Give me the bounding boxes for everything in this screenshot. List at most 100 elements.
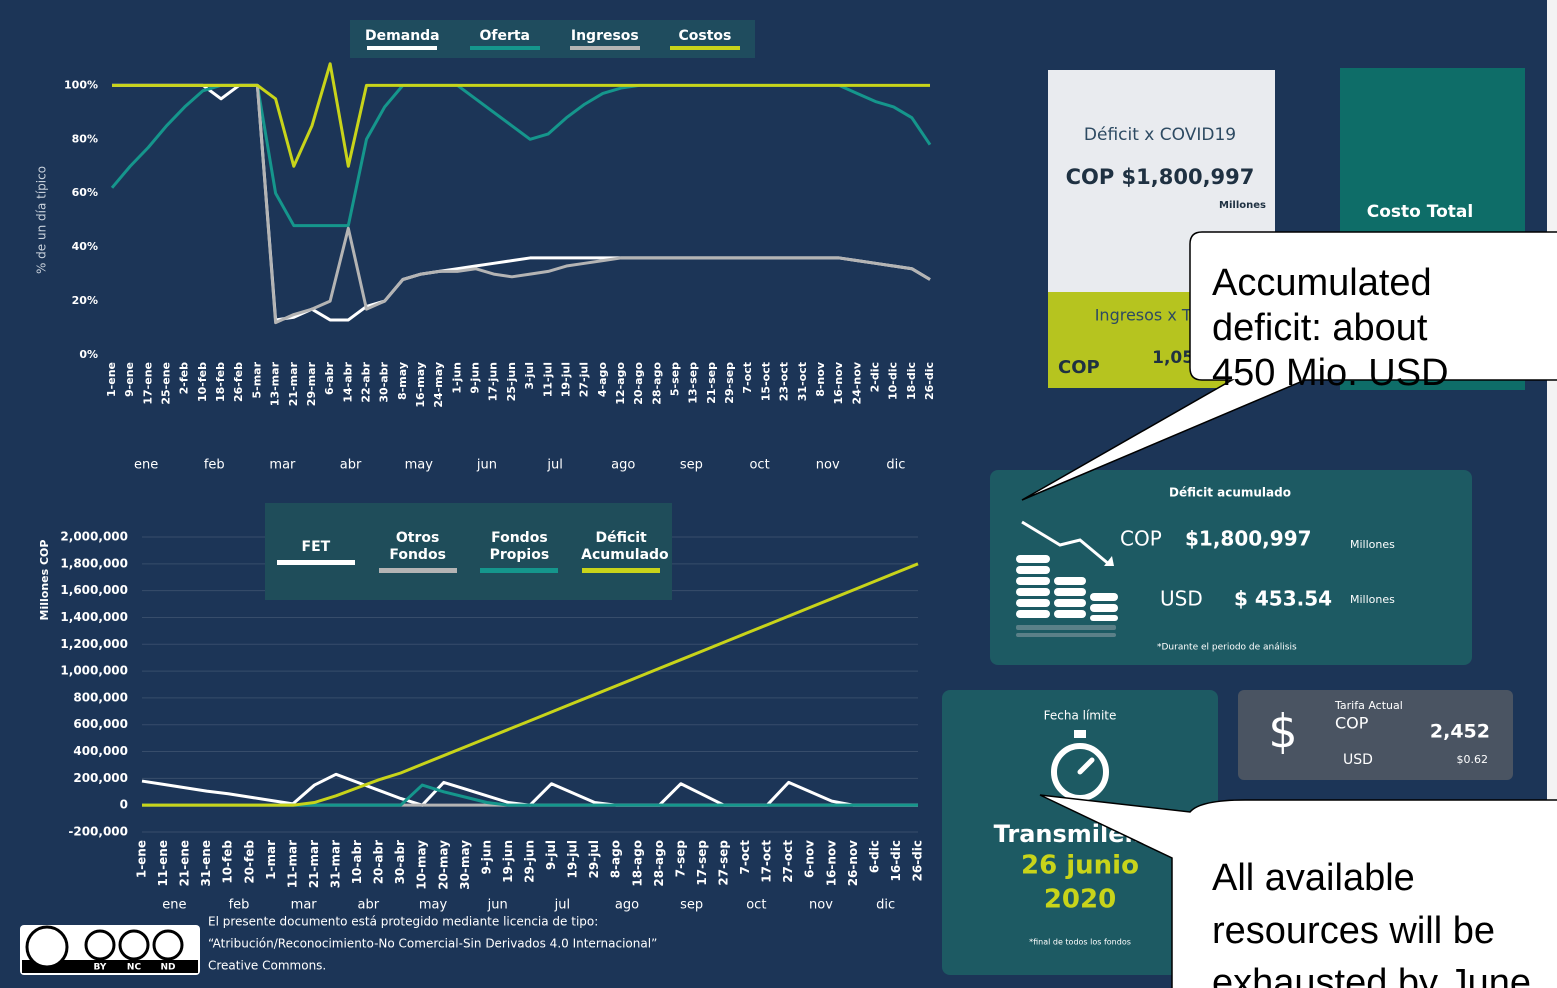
x-tick-label: 19-jun — [501, 840, 515, 883]
callout — [1039, 794, 1557, 988]
y-tick-label: 1,800,000 — [60, 556, 128, 570]
month-label: abr — [358, 898, 380, 913]
y-tick-label: 0 — [120, 798, 128, 812]
x-tick-label: 28-ago — [652, 840, 666, 887]
month-label: ene — [134, 458, 158, 473]
x-tick-label: 7-sep — [673, 840, 687, 878]
month-label: ene — [162, 898, 186, 913]
legend-swatch — [378, 568, 457, 573]
x-tick-label: 9-jun — [469, 362, 482, 394]
charts: 0% 20% 40% 60% 80% 100% 1-ene 9-ene 17-ene 25-ene… — [60, 62, 936, 913]
y-tick-label: 1,200,000 — [60, 637, 128, 651]
x-tick-label: 7-oct — [738, 840, 752, 875]
x-tick-label: 26-nov — [846, 840, 860, 886]
x-tick-label: 20-abr — [372, 840, 386, 884]
x-tick-label: 24-may — [432, 362, 445, 408]
panel-currency: COP — [1058, 357, 1100, 378]
legend-item: Costos — [669, 28, 740, 50]
stopwatch-icon — [1051, 730, 1109, 801]
x-tick-label: 16-may — [414, 362, 427, 408]
y-tick-label: -200,000 — [68, 825, 128, 839]
y-tick-label: 800,000 — [73, 690, 128, 704]
panel-title: Costo Total — [1367, 202, 1473, 222]
x-tick-label: 29-mar — [305, 361, 318, 406]
x-tick-label: 29-sep — [723, 362, 736, 404]
x-tick-label: 2-dic — [868, 362, 881, 392]
x-tick-label: 4-ago — [596, 362, 609, 398]
panel-title: Déficit x COVID19 — [1084, 125, 1236, 145]
trend-icon — [1021, 520, 1111, 567]
x-tick-label: 29-jun — [523, 840, 537, 883]
legend-swatch — [569, 46, 640, 50]
x-tick-label: 11-jul — [541, 362, 554, 397]
x-tick-label: 30-may — [458, 840, 472, 890]
x-tick-label: 10-feb — [221, 840, 235, 884]
x-tick-label: 23-oct — [778, 362, 791, 401]
footer-text: “Atribución/Reconocimiento-No Comercial-… — [208, 937, 657, 951]
month-label: ago — [615, 898, 639, 913]
y-tick-label: 0% — [79, 348, 98, 361]
legend-item: Otros Fondos — [378, 530, 458, 573]
month-label: jul — [546, 458, 562, 473]
trend-icon — [1104, 556, 1114, 566]
month-label: nov — [809, 898, 833, 913]
y-tick-label: 1,000,000 — [60, 664, 128, 678]
y-tick-label: 600,000 — [73, 717, 128, 731]
month-label: may — [405, 458, 434, 473]
badge-label: NC — [127, 963, 142, 973]
legend: FET Otros Fondos Fondos Propios Déficit Acu… — [265, 503, 672, 600]
x-tick-label: 17-oct — [760, 840, 774, 883]
x-tick-label: 31-oct — [796, 362, 809, 401]
x-tick-label: 27-oct — [781, 840, 795, 883]
x-tick-label: 22-abr — [359, 361, 372, 402]
x-tick-label: 8-nov — [814, 361, 827, 397]
x-tick-label: 27-jul — [578, 362, 591, 397]
x-tick-label: 6-abr — [323, 361, 336, 395]
x-tick-label: 25-ene — [160, 362, 173, 405]
y-tick-label: 40% — [72, 240, 98, 253]
legend-label: FET — [301, 538, 331, 555]
month-label: abr — [340, 458, 362, 473]
legend-swatch — [480, 568, 559, 573]
legend-item: Fondos Propios — [479, 530, 559, 573]
panel-title: Fecha límite — [1044, 709, 1117, 723]
x-tick-label: 2-feb — [178, 362, 191, 394]
tariff-value: 2,452 — [1430, 721, 1490, 743]
legend-item: Ingresos — [569, 28, 640, 50]
deadline-year: 2020 — [1044, 885, 1116, 915]
x-tick-label: 21-ene — [178, 840, 192, 887]
x-tick-label: 18-feb — [214, 362, 227, 402]
deadline-date: 26 junio — [1021, 851, 1139, 881]
month-label: may — [419, 898, 448, 913]
x-tick-label: 15-oct — [759, 362, 772, 401]
legend-label: Déficit Acumulado — [581, 530, 669, 563]
legend-label: Ingresos — [570, 28, 639, 44]
callout-text: All available — [1212, 857, 1415, 899]
currency: USD — [1160, 587, 1203, 611]
x-tick-label: 10-feb — [196, 362, 209, 402]
x-tick-label: 9-jul — [544, 840, 558, 870]
x-tick-label: 13-sep — [687, 362, 700, 404]
legend: Demanda Oferta Ingresos Costos — [350, 20, 755, 58]
x-tick-label: 26-dic — [911, 840, 925, 882]
x-tick-label: 16-nov — [832, 361, 845, 404]
x-tick-label: 24-nov — [850, 361, 863, 404]
x-tick-label: 1-jun — [450, 362, 463, 394]
x-tick-label: 25-jun — [505, 362, 518, 401]
badge-label: BY — [94, 963, 107, 973]
legend-item: Oferta — [469, 28, 540, 50]
month-label: jun — [476, 458, 497, 473]
x-tick-label: 19-jul — [559, 362, 572, 397]
month-label: feb — [229, 898, 250, 913]
x-tick-label: 5-mar — [250, 361, 263, 398]
y-tick-label: 60% — [72, 186, 98, 199]
month-label: oct — [749, 458, 769, 473]
y-tick-label: 1,400,000 — [60, 610, 128, 624]
x-tick-label: 30-abr — [378, 361, 391, 402]
panel — [942, 690, 1218, 975]
x-tick-label: 31-ene — [199, 840, 213, 887]
x-tick-label: 5-sep — [669, 362, 682, 396]
x-tick-label: 20-feb — [242, 840, 256, 884]
